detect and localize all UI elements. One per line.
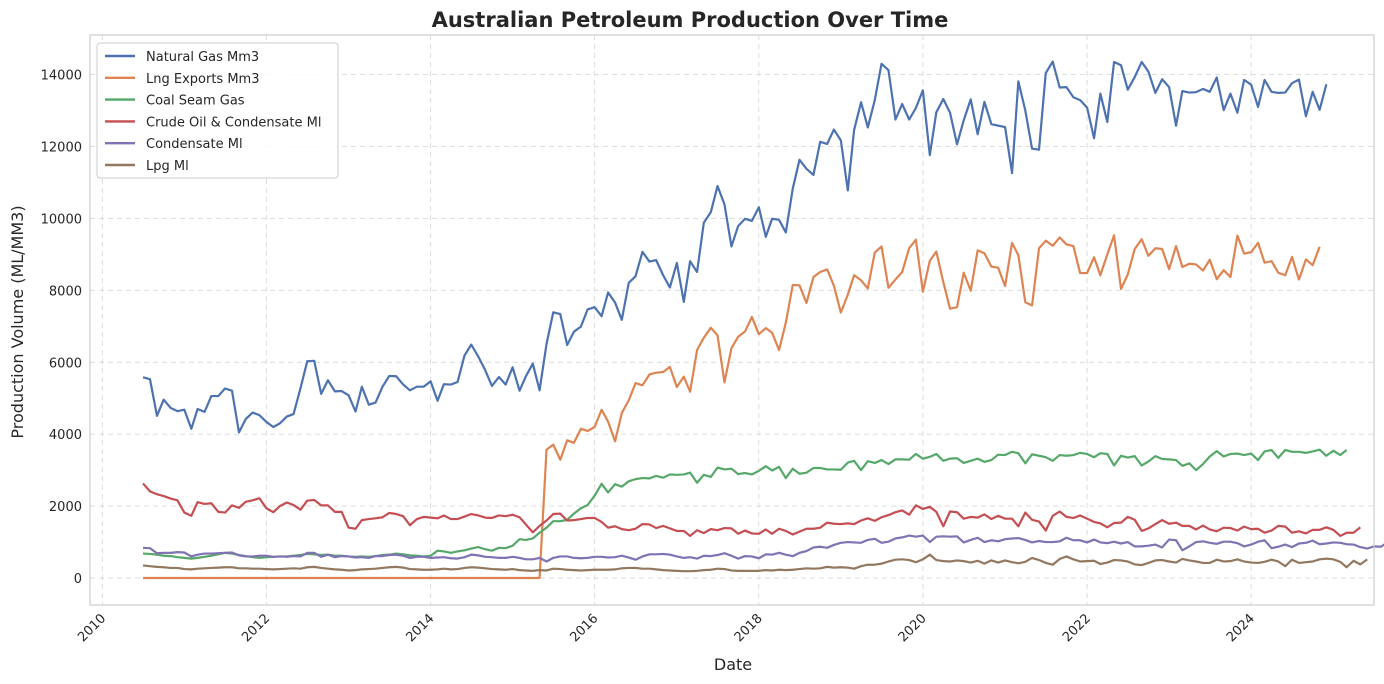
x-tick-label: 2020 <box>896 611 930 645</box>
series-line-1 <box>143 234 1321 580</box>
x-tick-label: 2016 <box>567 611 601 645</box>
series-line-4 <box>142 534 1384 563</box>
x-tick-label: 2012 <box>239 611 273 645</box>
y-tick-label: 6000 <box>49 356 82 371</box>
x-tick-label: 2014 <box>403 611 437 645</box>
series-layer <box>142 60 1384 580</box>
x-tick-label: 2018 <box>732 611 766 645</box>
y-tick-label: 14000 <box>41 69 82 84</box>
legend: Natural Gas Mm3 Lng Exports Mm3 Coal Seam … <box>96 42 339 179</box>
y-tick-label: 2000 <box>49 500 82 515</box>
legend-box <box>96 42 339 179</box>
series-line-3 <box>142 482 1361 538</box>
y-axis-ticks: 0 2000 4000 6000 8000 10000 12000 14000 <box>41 69 82 587</box>
legend-label: Coal Seam Gas <box>146 94 245 109</box>
legend-label: Natural Gas Mm3 <box>146 50 259 65</box>
legend-label: Crude Oil & Condensate Ml <box>146 115 321 130</box>
x-axis-label: Date <box>714 655 752 674</box>
series-line-0 <box>142 60 1328 434</box>
y-tick-label: 4000 <box>49 428 82 443</box>
y-tick-label: 12000 <box>41 140 82 155</box>
x-axis-ticks: 2010 2012 2014 2016 2018 2020 2022 2024 <box>75 611 1258 645</box>
plot-frame <box>89 34 1375 606</box>
y-tick-label: 8000 <box>49 284 82 299</box>
chart-title: Australian Petroleum Production Over Tim… <box>432 8 949 32</box>
y-tick-label: 0 <box>74 572 82 587</box>
legend-label: Condensate Ml <box>146 137 243 152</box>
legend-label: Lpg Ml <box>146 159 189 174</box>
x-tick-label: 2022 <box>1060 611 1094 645</box>
series-line-5 <box>142 553 1368 573</box>
x-tick-label: 2024 <box>1224 611 1258 645</box>
legend-label: Lng Exports Mm3 <box>146 72 259 87</box>
x-tick-label: 2010 <box>75 611 109 645</box>
y-tick-label: 10000 <box>41 212 82 227</box>
y-axis-label: Production Volume (ML/MM3) <box>8 205 27 438</box>
